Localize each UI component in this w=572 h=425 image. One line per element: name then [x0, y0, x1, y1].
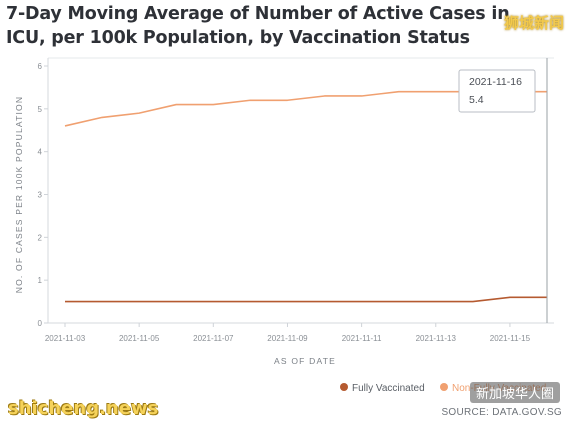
- y-tick-label: 3: [38, 191, 43, 200]
- source-note: SOURCE: DATA.GOV.SG: [441, 407, 562, 418]
- x-tick-label: 2021-11-11: [342, 334, 382, 343]
- x-tick-label: 2021-11-13: [416, 334, 457, 343]
- y-tick-label: 1: [38, 276, 43, 285]
- x-tick-label: 2021-11-07: [193, 334, 234, 343]
- y-tick-label: 0: [38, 319, 43, 328]
- legend-marker: [340, 383, 348, 391]
- tooltip-value: 5.4: [469, 94, 484, 106]
- watermark-left: shicheng.news: [8, 398, 159, 419]
- x-tick-label: 2021-11-05: [119, 334, 160, 343]
- y-tick-label: 4: [38, 148, 43, 157]
- legend-label: Fully Vaccinated: [352, 383, 425, 394]
- watermark-top: 狮城新闻: [503, 14, 564, 32]
- tooltip-date: 2021-11-16: [469, 76, 522, 88]
- series-line-fully-vaccinated: [65, 296, 547, 303]
- x-tick-label: 2021-11-15: [490, 334, 531, 343]
- tooltip-box: [458, 69, 536, 113]
- y-tick-label: 6: [38, 62, 43, 71]
- y-tick-label: 2: [38, 233, 43, 242]
- legend-marker: [440, 383, 448, 391]
- watermark-right: 新加坡华人圈: [469, 382, 560, 403]
- y-axis-title: NO. OF CASES PER 100K POPULATION: [14, 96, 24, 293]
- x-tick-label: 2021-11-09: [267, 334, 308, 343]
- x-tick-label: 2021-11-03: [45, 334, 86, 343]
- y-tick-label: 5: [38, 105, 43, 114]
- chart-title: 7-Day Moving Average of Number of Active…: [6, 4, 510, 48]
- x-axis-title: AS OF DATE: [274, 356, 336, 366]
